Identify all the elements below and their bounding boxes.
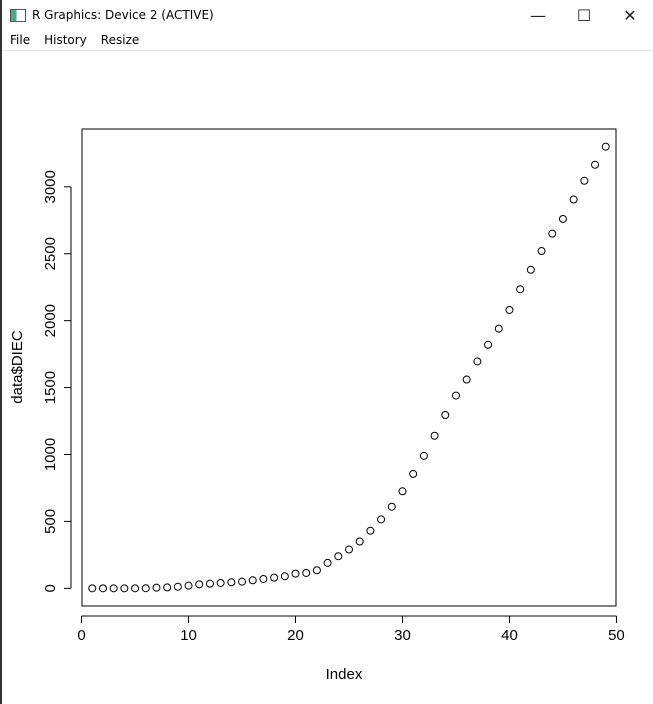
y-tick-label: 2500 [42, 237, 59, 270]
point [548, 229, 557, 238]
point [473, 357, 482, 366]
maximize-button[interactable]: ☐ [576, 5, 592, 25]
y-tick-label: 3000 [42, 170, 59, 203]
point [345, 545, 353, 554]
point [430, 431, 439, 440]
y-tick-label: 1000 [42, 438, 59, 471]
x-tick-label: 50 [608, 627, 625, 644]
point [291, 569, 300, 578]
point [334, 552, 343, 561]
point [558, 214, 567, 223]
close-button[interactable]: ✕ [623, 5, 637, 25]
point [238, 577, 247, 586]
point [366, 526, 375, 535]
point [377, 515, 386, 524]
point [152, 583, 161, 592]
x-tick-label: 10 [180, 627, 197, 644]
point [451, 391, 460, 400]
point [537, 247, 546, 256]
point [248, 576, 257, 585]
x-tick-label: 30 [394, 627, 411, 644]
menu-item[interactable]: Resize [100, 33, 140, 47]
point [88, 584, 97, 593]
window-buttons: — ☐ ✕ [515, 6, 653, 25]
menu-item[interactable]: History [44, 33, 87, 47]
point [580, 176, 589, 185]
point [227, 578, 236, 587]
point [109, 584, 118, 593]
y-tick-label: 500 [42, 509, 59, 534]
point [312, 566, 321, 575]
point [484, 340, 493, 349]
point [141, 584, 150, 593]
point [516, 285, 525, 294]
point [205, 579, 214, 588]
point [591, 160, 600, 169]
point [398, 487, 407, 496]
x-tick-label: 0 [77, 627, 85, 644]
y-axis-label: data$DIEC [9, 330, 26, 404]
app-icon [10, 8, 26, 22]
point [505, 305, 514, 314]
y-tick-label: 0 [42, 584, 59, 592]
x-tick-label: 20 [287, 627, 304, 644]
point [601, 142, 610, 151]
point [387, 502, 396, 511]
title-bar: R Graphics: Device 2 (ACTIVE) — ☐ ✕ [2, 0, 653, 30]
point [419, 451, 428, 460]
point [120, 584, 129, 593]
point [184, 581, 193, 590]
menu-bar: File History Resize [2, 30, 653, 51]
point [270, 573, 279, 582]
minimize-button[interactable]: — [530, 5, 546, 25]
plot-box [81, 128, 617, 607]
point [569, 195, 578, 204]
point [355, 537, 364, 546]
x-tick-label: 40 [501, 627, 518, 644]
window-title: R Graphics: Device 2 (ACTIVE) [32, 8, 214, 22]
point [323, 558, 332, 567]
point [163, 583, 172, 592]
point [302, 568, 311, 577]
point [526, 265, 535, 274]
point [131, 584, 140, 593]
x-axis-label: Index [326, 666, 363, 683]
point [195, 580, 204, 589]
point [462, 375, 471, 384]
point [441, 411, 450, 420]
point [280, 572, 289, 581]
point [409, 469, 418, 478]
point [216, 578, 225, 587]
point [494, 324, 503, 333]
y-tick-label: 1500 [42, 371, 59, 404]
point [173, 582, 182, 591]
y-tick-label: 2000 [42, 304, 59, 337]
point [259, 574, 268, 583]
menu-item[interactable]: File [10, 33, 31, 47]
point [98, 584, 107, 593]
